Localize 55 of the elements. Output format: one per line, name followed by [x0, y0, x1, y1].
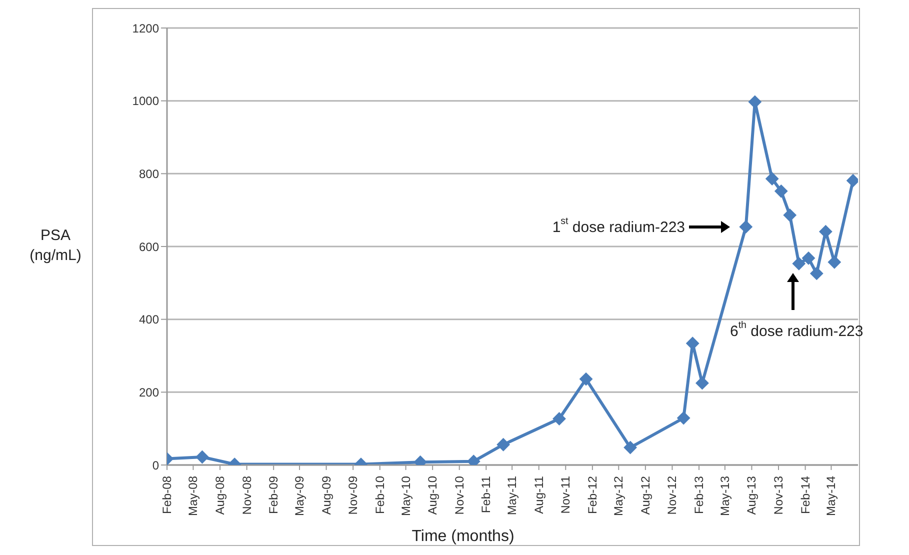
x-tick-label: Feb-09 [266, 476, 281, 514]
point [774, 184, 788, 198]
point [810, 266, 824, 280]
x-tick-label: Feb-14 [798, 476, 812, 514]
x-tick-label: Aug-10 [426, 476, 440, 515]
point [792, 257, 806, 270]
y-tick-label: 1000 [132, 94, 160, 108]
point [552, 412, 566, 426]
point [696, 376, 709, 390]
x-tick-label: Aug-12 [638, 476, 652, 515]
x-tick-label: Nov-11 [558, 476, 573, 514]
x-tick-label: Nov-13 [772, 476, 786, 515]
annotation: 1$^{st}$ dose radium-223 [552, 216, 685, 236]
x-tick-label: Feb-11 [479, 476, 494, 514]
point [802, 252, 815, 265]
point [783, 208, 796, 222]
x-tick-label: Aug-13 [744, 476, 759, 515]
point [624, 441, 637, 454]
point [686, 336, 700, 350]
x-tick-label: Feb-12 [585, 476, 600, 514]
x-tick-label: Nov-10 [452, 476, 466, 515]
point [766, 172, 779, 186]
x-tick-label: May-08 [186, 476, 200, 516]
x-tick-label: May-09 [292, 476, 306, 516]
point [739, 220, 752, 234]
y-tick-label: 1200 [132, 21, 160, 36]
x-tick-label: May-11 [505, 476, 520, 516]
x-tick-label: Nov-09 [346, 476, 360, 515]
y-axis-title: PSA (ng/mL) [28, 226, 82, 266]
x-tick-label: Feb-08 [160, 476, 174, 514]
x-tick-label: Aug-08 [212, 476, 227, 515]
x-tick-label: Aug-09 [319, 476, 334, 515]
point [828, 256, 841, 269]
x-tick-label: Nov-08 [240, 476, 254, 515]
x-tick-label: Nov-12 [665, 476, 680, 515]
point [748, 95, 762, 108]
point [196, 450, 209, 464]
y-tick-label: 0 [152, 458, 160, 472]
y-tick-label: 600 [138, 240, 160, 254]
y-tick-label: 400 [138, 312, 160, 327]
point [677, 412, 690, 425]
x-tick-label: May-13 [718, 476, 732, 516]
point [580, 372, 593, 386]
annotation: 6$^{th}$ dose radium-223 [730, 320, 864, 340]
x-tick-label: Feb-13 [692, 476, 706, 514]
x-tick-label: Feb-10 [372, 476, 387, 514]
x-tick-label: May-12 [612, 476, 626, 516]
x-tick-label: May-10 [398, 476, 413, 516]
x-tick-label: Aug-11 [532, 476, 546, 514]
point [819, 225, 832, 238]
x-tick-label: May-14 [824, 476, 838, 516]
x-axis-title: Time (months) [410, 528, 516, 546]
y-tick-label: 200 [138, 385, 160, 400]
point [496, 438, 510, 452]
y-tick-label: 800 [138, 166, 160, 181]
